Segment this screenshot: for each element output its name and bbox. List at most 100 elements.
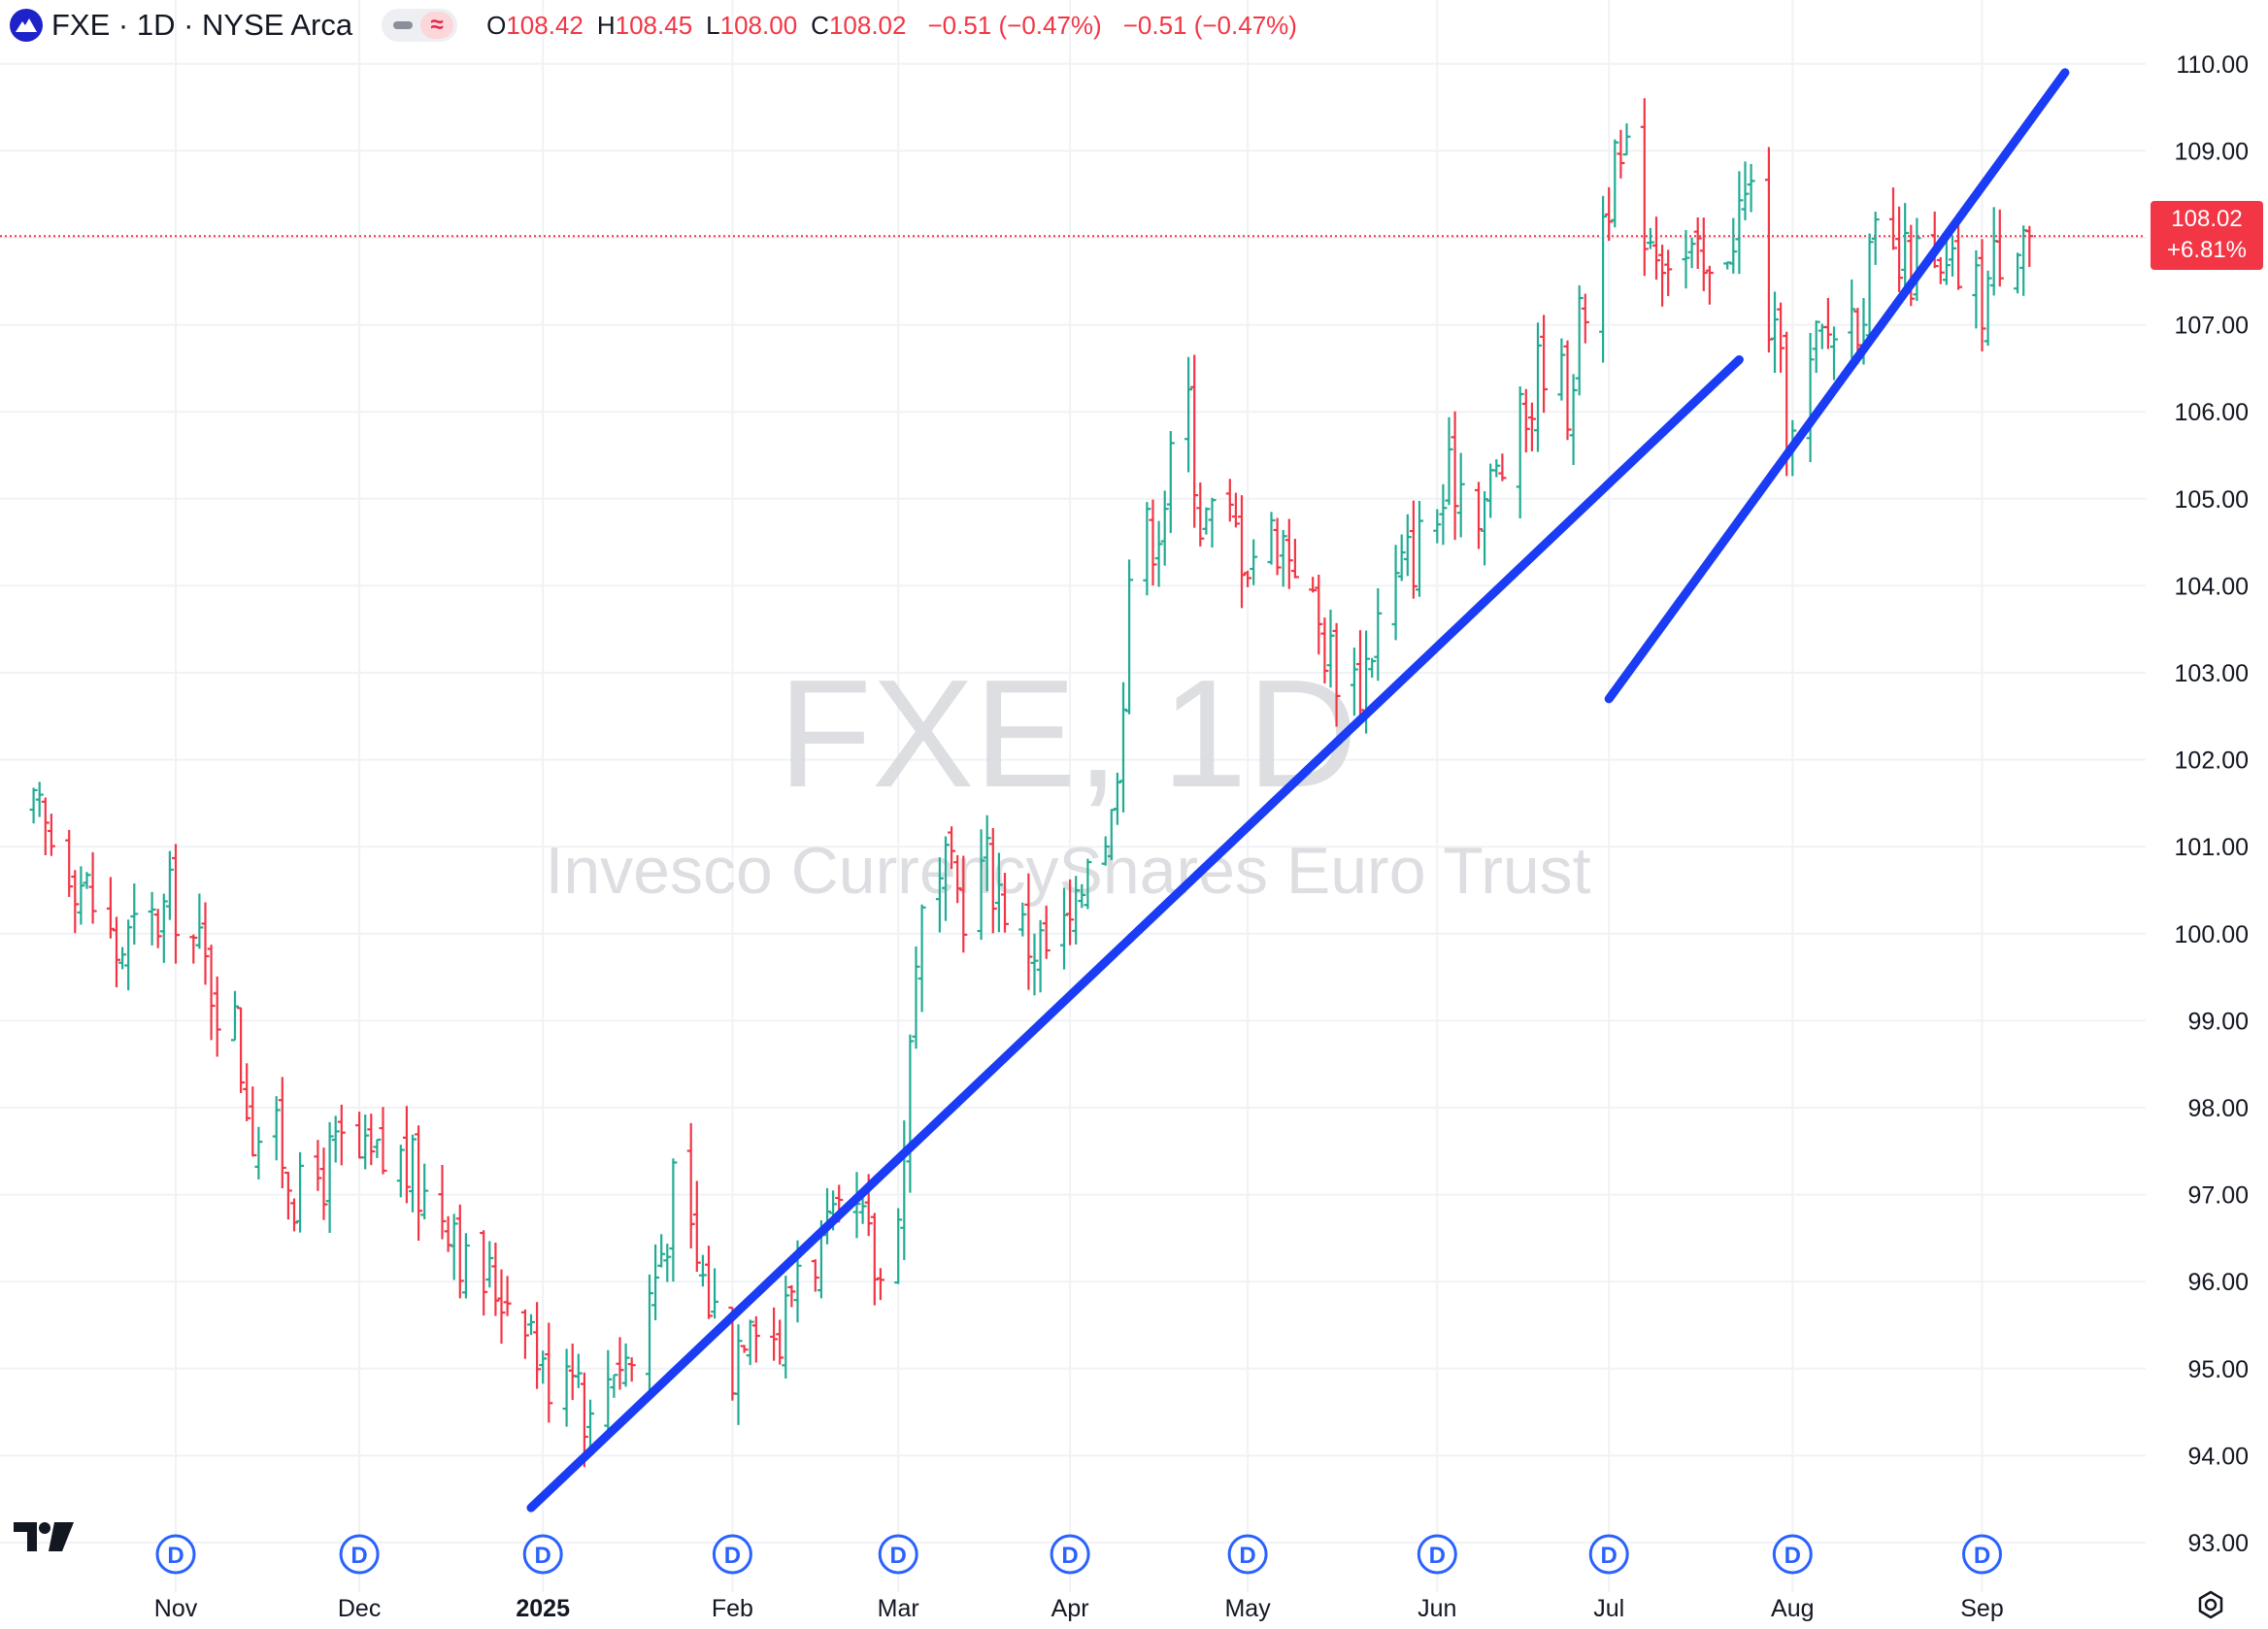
- ohlc-bar: [379, 1107, 387, 1175]
- ohlc-bar: [201, 902, 210, 985]
- dividend-marker[interactable]: D: [1588, 1534, 1629, 1575]
- ohlc-bar: [568, 1344, 577, 1401]
- ohlc-bar: [1682, 229, 1690, 289]
- ohlc-bar: [906, 1034, 915, 1193]
- trendlines[interactable]: [526, 68, 2070, 1513]
- ohlc-bar: [172, 844, 180, 964]
- ohlc-bar: [278, 1077, 286, 1189]
- dividend-marker[interactable]: D: [1050, 1534, 1090, 1575]
- close-value: 108.02: [828, 10, 907, 40]
- last-change-pct: +6.81%: [2166, 237, 2248, 264]
- ohlc-bar: [35, 781, 44, 817]
- fxe-logo-icon[interactable]: [10, 9, 43, 42]
- ohlc-bar: [124, 919, 133, 991]
- ohlc-bar: [237, 1007, 246, 1093]
- ohlc-bar: [1072, 876, 1081, 945]
- ohlc-bar: [1569, 374, 1578, 465]
- price-tick-label: 101.00: [2175, 834, 2249, 861]
- time-tick-label: Apr: [1051, 1595, 1089, 1622]
- dividend-badge[interactable]: [1050, 1534, 1090, 1575]
- open-key: O: [486, 10, 507, 40]
- ohlc-bar: [876, 1268, 884, 1301]
- ohlc-bar: [77, 866, 85, 925]
- wave-icon[interactable]: ≈: [420, 12, 454, 39]
- dividend-marker[interactable]: D: [522, 1534, 563, 1575]
- trendline[interactable]: [526, 354, 1744, 1513]
- symbol-title[interactable]: FXE · 1D · NYSE Arca: [51, 8, 353, 42]
- ohlc-bar: [1913, 217, 1921, 301]
- ohlc-bar: [1972, 249, 1981, 329]
- dividend-badge[interactable]: [155, 1534, 196, 1575]
- trendline[interactable]: [1604, 68, 2070, 704]
- ohlc-bar: [1527, 402, 1536, 451]
- ohlc-bar: [858, 1197, 867, 1224]
- dividend-marker[interactable]: D: [155, 1534, 196, 1575]
- ohlc-bar: [1907, 224, 1916, 307]
- ohlc-bar: [113, 916, 120, 987]
- indicator-toggle[interactable]: ≈: [382, 9, 458, 42]
- dividend-marker[interactable]: D: [712, 1534, 752, 1575]
- dividend-badge[interactable]: [339, 1534, 380, 1575]
- dividend-marker[interactable]: D: [339, 1534, 380, 1575]
- price-tick-label: 93.00: [2187, 1530, 2249, 1557]
- dividend-badge[interactable]: [1772, 1534, 1813, 1575]
- time-tick-label: Feb: [712, 1595, 753, 1622]
- dividend-badge[interactable]: [522, 1534, 563, 1575]
- dividend-badge[interactable]: [1417, 1534, 1457, 1575]
- ohlc-bar: [1764, 147, 1773, 353]
- dividend-badge[interactable]: [712, 1534, 752, 1575]
- ohlc-bar: [1060, 887, 1068, 970]
- price-tick-label: 94.00: [2187, 1443, 2249, 1470]
- ohlc-bar: [870, 1213, 879, 1306]
- dividend-marker[interactable]: D: [1417, 1534, 1457, 1575]
- ohlc-bar: [485, 1241, 494, 1288]
- dividend-marker[interactable]: D: [878, 1534, 918, 1575]
- ohlc-bar: [337, 1104, 346, 1166]
- ohlc-bar: [1640, 98, 1649, 277]
- dividend-label: D: [1974, 1543, 1990, 1569]
- tradingview-logo[interactable]: [14, 1520, 76, 1553]
- ohlc-bar: [455, 1204, 464, 1299]
- dividend-badge[interactable]: [1227, 1534, 1268, 1575]
- settings-gear-icon[interactable]: [2196, 1590, 2225, 1619]
- ohlc-bar: [977, 829, 985, 941]
- ohlc-bar: [71, 870, 80, 934]
- ohlc-bar: [1451, 411, 1459, 541]
- ohlc-bar: [1030, 933, 1039, 996]
- ohlc-bar: [948, 826, 956, 870]
- ohlc-bar: [651, 1244, 660, 1321]
- ohlc-bar: [1084, 858, 1092, 910]
- price-axis[interactable]: 110.00109.00108.00107.00106.00105.00104.…: [2175, 51, 2249, 1557]
- ohlc-bar: [1149, 499, 1157, 586]
- time-axis[interactable]: Nov Dec 2025 Feb Mar Apr May Jun Jul Aug Sep: [154, 1595, 2004, 1622]
- ohlc-bar: [319, 1147, 328, 1220]
- time-tick-label: Sep: [1960, 1595, 2003, 1622]
- price-tick-label: 107.00: [2175, 313, 2249, 340]
- dividend-marker[interactable]: D: [1227, 1534, 1268, 1575]
- low-value: 108.00: [719, 10, 798, 40]
- dividend-badge[interactable]: [1588, 1534, 1629, 1575]
- ohlc-bar: [47, 814, 55, 856]
- dividend-label: D: [890, 1543, 907, 1569]
- dividend-label: D: [1429, 1543, 1446, 1569]
- ohlc-bar: [361, 1114, 370, 1170]
- ohlc-bar: [159, 893, 168, 963]
- time-tick-label: Mar: [878, 1595, 919, 1622]
- dividend-marker[interactable]: D: [1962, 1534, 2002, 1575]
- ohlc-bar: [290, 1198, 298, 1232]
- dividend-badge[interactable]: [878, 1534, 918, 1575]
- ohlc-bar: [497, 1269, 506, 1345]
- ohlc-bar: [325, 1121, 334, 1234]
- close-key: C: [811, 10, 829, 40]
- minus-icon[interactable]: [393, 21, 414, 29]
- ohlc-bar: [545, 1322, 553, 1423]
- ohlc-bar: [1143, 502, 1151, 596]
- dividend-marker[interactable]: D: [1772, 1534, 1813, 1575]
- ohlc-bar: [1984, 270, 1992, 347]
- ohlc-bar: [1806, 333, 1815, 463]
- ohlc-bar: [1889, 187, 1897, 250]
- dividend-badge[interactable]: [1962, 1534, 2002, 1575]
- ohlc-bar: [562, 1348, 571, 1427]
